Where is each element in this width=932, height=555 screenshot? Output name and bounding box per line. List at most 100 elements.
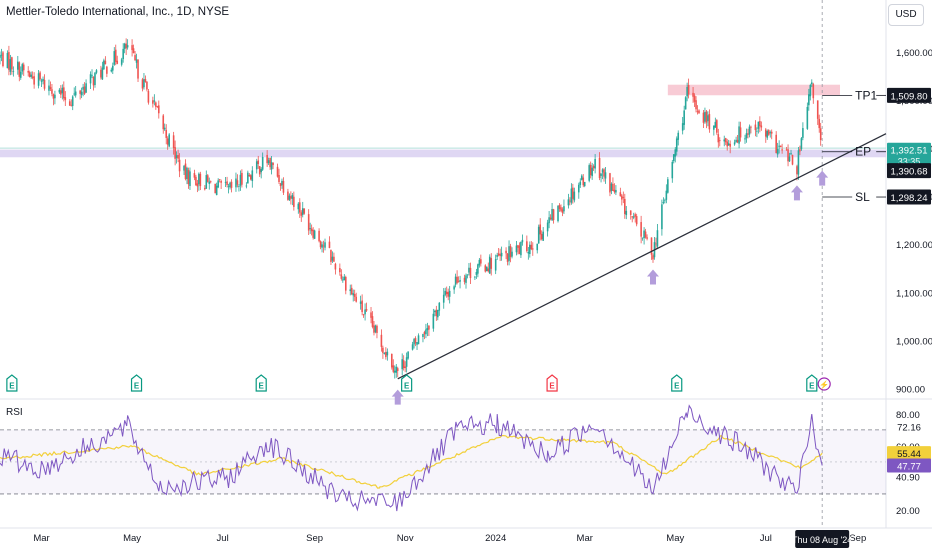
candle-body[interactable] [183, 165, 185, 171]
candle-body[interactable] [392, 365, 395, 372]
candle-body[interactable] [39, 72, 41, 80]
candle-body[interactable] [298, 202, 301, 213]
candle-body[interactable] [702, 112, 705, 123]
earnings-marker[interactable] [6, 374, 18, 392]
candle-body[interactable] [111, 65, 114, 71]
candle-body[interactable] [206, 175, 209, 182]
candle-body[interactable] [570, 188, 573, 203]
candle-body[interactable] [579, 181, 582, 185]
candle-body[interactable] [141, 79, 144, 89]
candle-body[interactable] [131, 45, 133, 51]
candle-body[interactable] [40, 80, 43, 82]
candle-body[interactable] [106, 66, 108, 74]
candle-body[interactable] [601, 169, 604, 173]
candle-body[interactable] [309, 228, 311, 229]
candle-body[interactable] [759, 121, 761, 127]
candle-body[interactable] [267, 160, 270, 164]
candle-body[interactable] [257, 160, 260, 164]
candle-body[interactable] [717, 134, 720, 143]
candle-body[interactable] [667, 179, 669, 193]
candle-body[interactable] [487, 268, 490, 272]
candle-body[interactable] [808, 94, 810, 106]
earnings-marker[interactable] [130, 374, 143, 392]
candle-body[interactable] [229, 182, 231, 188]
candle-body[interactable] [58, 89, 61, 93]
candle-body[interactable] [22, 64, 25, 71]
candle-body[interactable] [193, 173, 196, 178]
candle-body[interactable] [51, 89, 53, 94]
candle-body[interactable] [505, 250, 507, 254]
candle-body[interactable] [364, 309, 366, 315]
candle-body[interactable] [313, 230, 316, 239]
candle-body[interactable] [64, 97, 67, 101]
candle-body[interactable] [331, 256, 334, 261]
candle-body[interactable] [781, 149, 783, 151]
candle-body[interactable] [796, 166, 798, 175]
candle-body[interactable] [103, 60, 105, 70]
candle-body[interactable] [235, 178, 237, 188]
candle-body[interactable] [353, 293, 356, 297]
candle-body[interactable] [577, 184, 580, 193]
candle-body[interactable] [612, 183, 614, 192]
ascending-trendline[interactable] [397, 133, 887, 380]
candle-body[interactable] [198, 173, 200, 185]
earnings-marker[interactable] [671, 374, 683, 392]
candle-body[interactable] [567, 199, 570, 206]
candle-body[interactable] [413, 339, 415, 345]
candle-body[interactable] [716, 120, 718, 133]
candle-body[interactable] [683, 110, 685, 125]
candle-body[interactable] [333, 256, 335, 262]
candle-body[interactable] [94, 72, 96, 85]
candle-body[interactable] [432, 313, 435, 329]
candle-body[interactable] [546, 222, 549, 232]
candle-body[interactable] [459, 280, 461, 282]
candle-body[interactable] [485, 266, 488, 272]
candle-body[interactable] [656, 230, 659, 247]
candle-body[interactable] [435, 309, 438, 317]
candle-body[interactable] [236, 180, 239, 185]
candle-body[interactable] [442, 294, 445, 303]
candle-body[interactable] [279, 183, 282, 187]
earnings-marker[interactable] [546, 374, 558, 392]
candle-body[interactable] [592, 166, 595, 169]
candle-body[interactable] [754, 124, 757, 131]
candle-body[interactable] [572, 187, 574, 199]
candle-body[interactable] [428, 325, 430, 330]
candle-body[interactable] [531, 248, 534, 250]
candle-body[interactable] [454, 276, 457, 285]
candle-body[interactable] [718, 140, 721, 142]
candle-body[interactable] [661, 204, 663, 230]
candle-body[interactable] [241, 172, 243, 185]
candle-body[interactable] [736, 139, 739, 143]
candle-body[interactable] [677, 132, 680, 140]
candle-body[interactable] [727, 143, 730, 146]
candle-body[interactable] [411, 344, 414, 350]
candle-body[interactable] [812, 84, 815, 99]
candle-body[interactable] [594, 158, 596, 169]
candle-body[interactable] [681, 123, 684, 131]
candle-body[interactable] [549, 217, 552, 220]
candle-body[interactable] [684, 97, 687, 110]
candle-body[interactable] [518, 245, 521, 254]
candle-body[interactable] [809, 84, 812, 97]
candle-body[interactable] [724, 138, 727, 143]
candle-body[interactable] [100, 69, 102, 78]
candle-body[interactable] [526, 241, 528, 252]
candle-body[interactable] [276, 166, 279, 177]
candle-body[interactable] [135, 59, 138, 63]
candle-body[interactable] [477, 264, 479, 274]
candle-body[interactable] [83, 86, 86, 94]
candle-body[interactable] [396, 368, 399, 371]
candle-body[interactable] [770, 131, 773, 134]
candle-body[interactable] [499, 254, 501, 256]
candle-body[interactable] [290, 196, 292, 199]
candle-body[interactable] [748, 126, 751, 135]
candle-body[interactable] [465, 275, 467, 283]
candle-body[interactable] [189, 171, 191, 186]
candle-body[interactable] [204, 188, 206, 190]
candle-body[interactable] [537, 226, 540, 244]
candle-body[interactable] [224, 182, 227, 183]
candle-body[interactable] [17, 61, 19, 70]
candle-body[interactable] [692, 92, 694, 97]
candle-body[interactable] [143, 79, 145, 88]
